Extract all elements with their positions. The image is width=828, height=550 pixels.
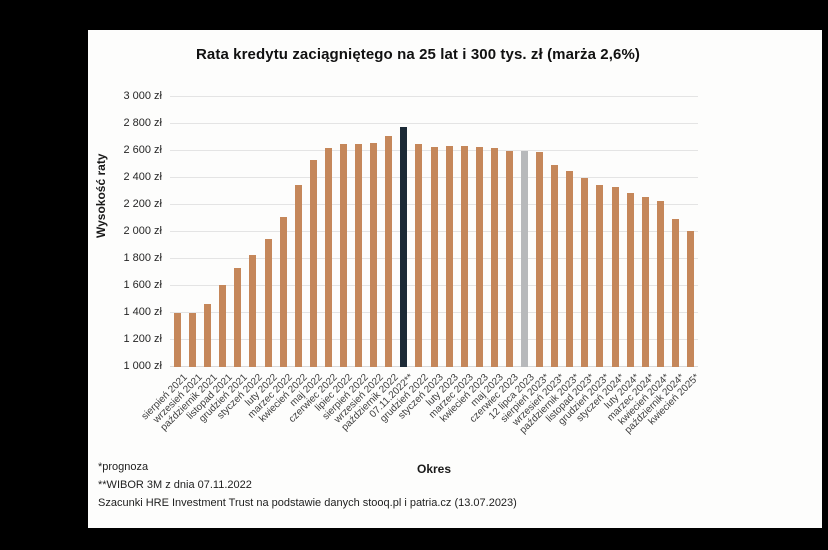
chart-panel: Rata kredytu zaciągniętego na 25 lat i 3…: [88, 30, 822, 528]
chart-bar: [641, 196, 649, 367]
chart-bar: [189, 313, 197, 367]
chart-bar: [400, 126, 408, 367]
y-tick-label: 1 000 zł: [123, 360, 162, 372]
chart-bar: [385, 136, 393, 367]
y-tick-label: 2 600 zł: [123, 144, 162, 156]
chart-bar: [611, 187, 619, 367]
gridline: [170, 123, 698, 124]
chart-bar: [686, 230, 694, 367]
chart-bar: [656, 200, 664, 367]
chart-bar: [626, 192, 634, 367]
chart-bar: [490, 148, 498, 367]
footnote-prognoza: *prognoza: [98, 461, 149, 473]
chart-title: Rata kredytu zaciągniętego na 25 lat i 3…: [196, 46, 640, 63]
chart-bar: [415, 144, 423, 367]
y-tick-label: 2 400 zł: [123, 171, 162, 183]
chart-bar: [339, 144, 347, 367]
chart-bar: [264, 238, 272, 367]
y-tick-label: 1 800 zł: [123, 252, 162, 264]
chart-bar: [294, 184, 302, 367]
footnotes: *prognoza **WIBOR 3M z dnia 07.11.2022 S…: [98, 458, 517, 512]
y-tick-label: 1 200 zł: [123, 333, 162, 345]
chart-bar: [249, 254, 257, 367]
y-tick-label: 1 400 zł: [123, 306, 162, 318]
chart-bar: [536, 152, 544, 367]
x-axis-title: Okres: [416, 462, 452, 476]
chart-bar: [671, 218, 679, 367]
chart-bar: [581, 178, 589, 367]
chart-bar: [445, 145, 453, 367]
footnote-wibor: **WIBOR 3M z dnia 07.11.2022: [98, 479, 252, 491]
gridline: [170, 96, 698, 97]
plot-area: 1 000 zł 1 200 zł 1 400 zł 1 600 zł 1 800 zł…: [123, 90, 702, 436]
chart-bar: [551, 164, 559, 367]
chart-bar: [174, 313, 182, 367]
chart-bar: [521, 151, 528, 367]
chart-bar: [430, 146, 438, 367]
chart-bar: [505, 151, 513, 367]
y-tick-label: 2 000 zł: [123, 225, 162, 237]
y-tick-label: 3 000 zł: [123, 90, 162, 102]
chart-bar: [355, 144, 363, 367]
y-tick-label: 2 200 zł: [123, 198, 162, 210]
chart-bar: [460, 145, 468, 367]
chart-bar: [370, 142, 378, 367]
chart-bar: [475, 146, 483, 367]
chart-bar: [566, 171, 574, 367]
footnote-source: Szacunki HRE Investment Trust na podstaw…: [98, 497, 517, 509]
chart-bar: [219, 284, 227, 367]
y-tick-label: 2 800 zł: [123, 117, 162, 129]
chart-bar: [234, 268, 242, 367]
chart-bar: [596, 184, 604, 367]
chart-bar: [309, 160, 317, 367]
chart-bar: [204, 303, 212, 367]
y-tick-label: 1 600 zł: [123, 279, 162, 291]
chart-bar: [324, 148, 332, 367]
chart-bar: [279, 217, 287, 367]
